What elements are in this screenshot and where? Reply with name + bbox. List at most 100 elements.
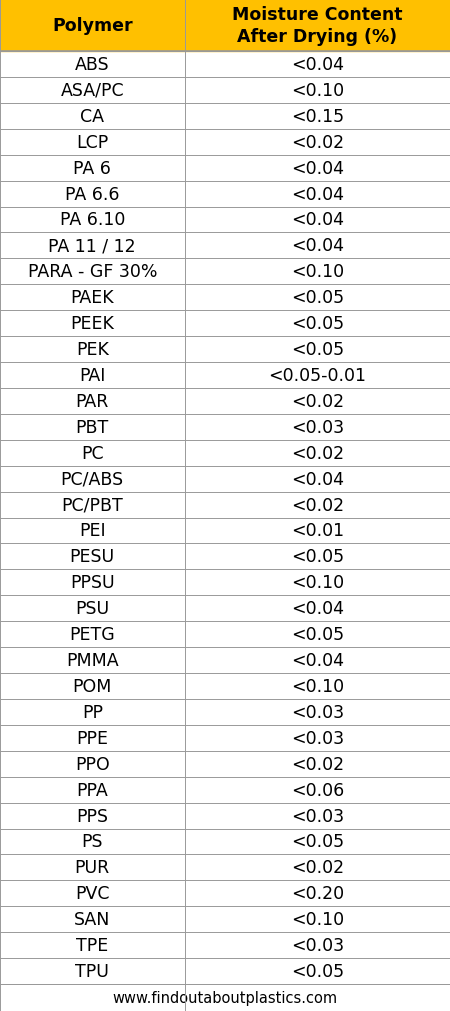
Text: ASA/PC: ASA/PC (60, 82, 124, 100)
Bar (0, 803, 450, 829)
Bar (0, 570, 450, 595)
Bar (0, 259, 450, 285)
Text: <0.04: <0.04 (291, 211, 344, 229)
Bar (0, 647, 450, 673)
Text: <0.02: <0.02 (291, 133, 344, 152)
Bar (0, 285, 450, 310)
Bar (0, 466, 450, 492)
Text: PA 6.6: PA 6.6 (65, 185, 120, 203)
Text: <0.05: <0.05 (291, 962, 344, 980)
Text: PC/ABS: PC/ABS (61, 470, 124, 488)
Text: PPO: PPO (75, 755, 110, 773)
Text: <0.10: <0.10 (291, 677, 344, 696)
Text: <0.10: <0.10 (291, 263, 344, 281)
Text: <0.03: <0.03 (291, 419, 344, 437)
Text: PEEK: PEEK (70, 314, 114, 333)
Text: PVC: PVC (75, 885, 109, 903)
Text: PP: PP (82, 704, 103, 721)
Bar (0, 932, 450, 958)
Bar (0, 829, 450, 854)
Text: <0.02: <0.02 (291, 444, 344, 462)
Bar (0, 673, 450, 700)
Bar (0, 52, 450, 78)
Bar (0, 492, 450, 518)
Text: Polymer: Polymer (52, 17, 133, 35)
Text: PUR: PUR (75, 858, 110, 877)
Text: <0.04: <0.04 (291, 160, 344, 178)
Bar (0, 725, 450, 751)
Bar (0, 337, 450, 363)
Bar (0, 700, 450, 725)
Text: TPU: TPU (75, 962, 109, 980)
Text: <0.10: <0.10 (291, 573, 344, 591)
Bar (0, 751, 450, 776)
Text: PMMA: PMMA (66, 651, 118, 669)
Text: <0.02: <0.02 (291, 496, 344, 514)
Text: <0.05: <0.05 (291, 314, 344, 333)
Text: PAI: PAI (79, 367, 105, 384)
Text: <0.20: <0.20 (291, 885, 344, 903)
Bar (0, 181, 450, 207)
Text: PESU: PESU (70, 548, 115, 566)
Bar (0, 595, 450, 622)
Bar (0, 415, 450, 441)
Text: ABS: ABS (75, 56, 109, 74)
Text: <0.03: <0.03 (291, 704, 344, 721)
Text: TPE: TPE (76, 936, 108, 954)
Text: SAN: SAN (74, 910, 110, 928)
Text: CA: CA (80, 108, 104, 125)
Text: PPSU: PPSU (70, 573, 115, 591)
Text: PEI: PEI (79, 522, 106, 540)
Text: <0.02: <0.02 (291, 858, 344, 877)
Text: PA 6: PA 6 (73, 160, 111, 178)
Text: PARA - GF 30%: PARA - GF 30% (27, 263, 157, 281)
Bar (0, 0, 184, 52)
Text: Moisture Content
After Drying (%): Moisture Content After Drying (%) (232, 6, 402, 47)
Bar (0, 78, 450, 104)
Text: <0.06: <0.06 (291, 780, 344, 799)
Text: PPE: PPE (76, 729, 108, 747)
Text: PSU: PSU (75, 600, 109, 618)
Text: PA 11 / 12: PA 11 / 12 (49, 238, 136, 255)
Text: <0.05-0.01: <0.05-0.01 (268, 367, 366, 384)
Text: <0.04: <0.04 (291, 651, 344, 669)
Bar (0, 156, 450, 181)
Bar (0, 363, 450, 388)
Text: <0.10: <0.10 (291, 910, 344, 928)
Bar (0, 958, 450, 984)
Bar (0, 441, 450, 466)
Bar (0, 854, 450, 881)
Text: <0.10: <0.10 (291, 82, 344, 100)
Text: PC: PC (81, 444, 104, 462)
Text: <0.04: <0.04 (291, 470, 344, 488)
Text: www.findoutaboutplastics.com: www.findoutaboutplastics.com (112, 990, 338, 1005)
Bar (0, 104, 450, 129)
Bar (0, 622, 450, 647)
Text: PAR: PAR (76, 392, 109, 410)
Text: LCP: LCP (76, 133, 108, 152)
Text: <0.04: <0.04 (291, 238, 344, 255)
Text: <0.05: <0.05 (291, 289, 344, 307)
Text: <0.03: <0.03 (291, 807, 344, 825)
Text: <0.05: <0.05 (291, 548, 344, 566)
Bar (0, 984, 450, 1011)
Bar (0, 518, 450, 544)
Text: <0.03: <0.03 (291, 729, 344, 747)
Text: <0.01: <0.01 (291, 522, 344, 540)
Bar (0, 310, 450, 337)
Bar (0, 207, 450, 234)
Text: POM: POM (72, 677, 112, 696)
Bar (0, 776, 450, 803)
Bar (0, 234, 450, 259)
Text: PS: PS (81, 833, 103, 850)
Text: PAEK: PAEK (71, 289, 114, 307)
Text: <0.05: <0.05 (291, 626, 344, 643)
Text: PEK: PEK (76, 341, 109, 359)
Text: <0.04: <0.04 (291, 600, 344, 618)
Text: PPA: PPA (76, 780, 108, 799)
Bar (184, 0, 450, 52)
Text: <0.05: <0.05 (291, 341, 344, 359)
Bar (0, 129, 450, 156)
Text: <0.02: <0.02 (291, 392, 344, 410)
Text: <0.03: <0.03 (291, 936, 344, 954)
